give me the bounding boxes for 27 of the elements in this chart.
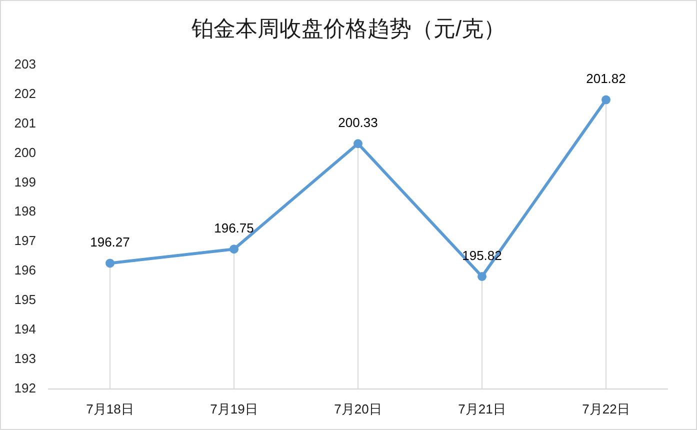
data-label: 201.82 xyxy=(586,71,626,86)
y-tick-label: 194 xyxy=(14,322,36,337)
y-tick-label: 202 xyxy=(14,86,36,101)
point xyxy=(354,139,362,148)
x-tick-label: 7月20日 xyxy=(334,401,382,416)
y-tick-label: 197 xyxy=(14,233,36,248)
y-tick-label: 199 xyxy=(14,174,36,190)
y-tick-label: 196 xyxy=(14,262,36,278)
data-label: 196.75 xyxy=(214,220,254,236)
y-tick-label: 203 xyxy=(14,56,36,72)
chart-title: 铂金本周收盘价格趋势（元/克） xyxy=(190,16,506,41)
data-label: 196.27 xyxy=(90,234,130,250)
y-tick-label: 198 xyxy=(14,204,36,219)
point xyxy=(230,244,238,254)
y-tick-label: 201 xyxy=(14,115,36,130)
x-tick-label: 7月19日 xyxy=(210,401,258,416)
x-tick-label: 7月22日 xyxy=(582,401,630,416)
point xyxy=(602,95,610,104)
y-tick-label: 193 xyxy=(14,350,36,366)
data-label: 200.33 xyxy=(338,115,378,130)
y-tick-label: 200 xyxy=(14,144,36,160)
x-tick-label: 7月21日 xyxy=(458,401,506,416)
x-tick-label: 7月18日 xyxy=(86,401,134,416)
point xyxy=(478,272,486,281)
y-tick-label: 192 xyxy=(14,380,36,396)
point xyxy=(106,258,114,268)
y-tick-label: 195 xyxy=(14,292,36,308)
